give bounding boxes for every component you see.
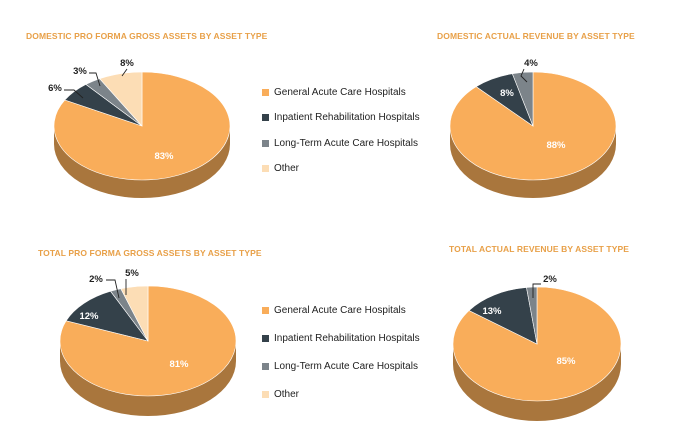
legend-item-other: Other xyxy=(262,380,420,408)
pie-slice-4 xyxy=(99,71,143,127)
legend-label: General Acute Care Hospitals xyxy=(274,304,406,316)
legend-swatch xyxy=(262,334,269,342)
chart-title-total-assets: TOTAL PRO FORMA GROSS ASSETS BY ASSET TY… xyxy=(38,248,262,258)
pie-side-segment xyxy=(453,344,621,421)
legend-swatch xyxy=(262,362,269,370)
pie-slice-4 xyxy=(120,285,149,342)
leader-line xyxy=(64,89,84,99)
pie-side-total-assets xyxy=(60,341,236,416)
legend-item-inpatient-rehab: Inpatient Rehabilitation Hospitals xyxy=(262,324,420,352)
legend-swatch xyxy=(262,114,269,122)
legend-swatch xyxy=(262,89,269,97)
data-label: 3% xyxy=(73,66,87,77)
data-label: 2% xyxy=(89,274,103,285)
chart-title-domestic-revenue: DOMESTIC ACTUAL REVENUE BY ASSET TYPE xyxy=(437,31,635,41)
pie-side-total-revenue xyxy=(453,344,621,421)
legend-label: Long-Term Acute Care Hospitals xyxy=(274,360,418,372)
data-label: 8% xyxy=(500,88,514,99)
leader-line xyxy=(520,68,528,83)
pie-side-segment xyxy=(54,126,230,198)
legend-label: Inpatient Rehabilitation Hospitals xyxy=(274,112,420,124)
data-label: 5% xyxy=(125,268,139,279)
data-label: 6% xyxy=(48,83,62,94)
legend-swatch xyxy=(262,139,269,147)
legend-swatch xyxy=(262,306,269,314)
data-label: 81% xyxy=(169,359,189,370)
data-label: 2% xyxy=(543,274,557,285)
data-label: 88% xyxy=(546,140,566,151)
data-label: 4% xyxy=(524,58,538,69)
legend-item-general-acute: General Acute Care Hospitals xyxy=(262,80,420,105)
legend-item-ltach: Long-Term Acute Care Hospitals xyxy=(262,352,420,380)
data-label: 13% xyxy=(482,306,502,317)
leader-line xyxy=(121,68,128,77)
pie-side-domestic-assets xyxy=(54,126,230,198)
data-label: 8% xyxy=(120,58,134,69)
legend-item-ltach: Long-Term Acute Care Hospitals xyxy=(262,131,420,156)
leader-line xyxy=(89,72,101,87)
pie-slice-2 xyxy=(468,287,538,345)
legend-label: Other xyxy=(274,163,300,175)
data-label: 12% xyxy=(79,311,99,322)
pie-slice-3 xyxy=(526,286,538,345)
legend-domestic-assets: General Acute Care Hospitals Inpatient R… xyxy=(262,80,420,181)
legend-item-other: Other xyxy=(262,156,420,181)
legend-label: Inpatient Rehabilitation Hospitals xyxy=(274,332,420,344)
data-label: 85% xyxy=(556,356,576,367)
leader-line xyxy=(532,283,541,298)
legend-total-assets: General Acute Care Hospitals Inpatient R… xyxy=(262,296,420,408)
pie-slice-1 xyxy=(449,71,617,181)
pie-slice-2 xyxy=(65,290,149,342)
chart-title-domestic-assets: DOMESTIC PRO FORMA GROSS ASSETS BY ASSET… xyxy=(26,31,268,41)
legend-item-inpatient-rehab: Inpatient Rehabilitation Hospitals xyxy=(262,105,420,130)
pie-side-domestic-revenue xyxy=(450,126,616,198)
chart-title-total-revenue: TOTAL ACTUAL REVENUE BY ASSET TYPE xyxy=(449,244,630,254)
legend-swatch xyxy=(262,390,269,398)
pie-side-segment xyxy=(60,341,236,416)
data-label: 83% xyxy=(154,151,174,162)
legend-swatch xyxy=(262,165,269,173)
legend-label: General Acute Care Hospitals xyxy=(274,87,406,99)
legend-item-general-acute: General Acute Care Hospitals xyxy=(262,296,420,324)
legend-label: Long-Term Acute Care Hospitals xyxy=(274,137,418,149)
leader-line xyxy=(106,279,120,299)
pie-side-segment xyxy=(450,126,616,198)
legend-label: Other xyxy=(274,388,300,400)
